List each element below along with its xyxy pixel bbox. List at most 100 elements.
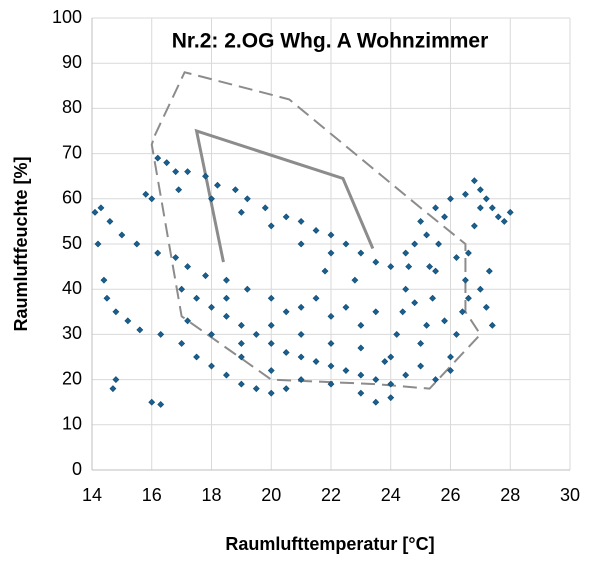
data-point bbox=[172, 254, 180, 261]
data-point bbox=[426, 263, 434, 271]
data-point bbox=[447, 195, 454, 203]
data-point bbox=[405, 263, 413, 271]
data-point bbox=[106, 217, 114, 225]
data-point bbox=[372, 398, 380, 406]
data-point bbox=[184, 317, 192, 325]
data-point bbox=[154, 249, 162, 257]
data-point bbox=[485, 267, 493, 275]
data-point bbox=[231, 186, 239, 194]
y-tick-label: 100 bbox=[52, 7, 82, 27]
data-point bbox=[387, 263, 395, 271]
data-point bbox=[136, 326, 144, 334]
x-tick-label: 14 bbox=[82, 485, 102, 505]
data-point bbox=[237, 380, 245, 388]
y-tick-label: 20 bbox=[62, 368, 82, 388]
data-point bbox=[459, 308, 466, 316]
data-point bbox=[202, 272, 209, 280]
x-tick-label: 28 bbox=[500, 485, 520, 505]
data-point bbox=[148, 195, 156, 203]
x-tick-label: 30 bbox=[560, 485, 580, 505]
data-point bbox=[432, 267, 439, 275]
data-point bbox=[465, 294, 472, 302]
data-point bbox=[447, 367, 454, 374]
y-tick-label: 50 bbox=[62, 233, 82, 253]
data-point bbox=[327, 249, 335, 257]
data-point bbox=[267, 222, 275, 230]
data-point bbox=[488, 321, 496, 329]
data-point bbox=[357, 249, 365, 257]
data-point bbox=[470, 177, 478, 185]
data-point bbox=[252, 385, 260, 393]
data-point bbox=[417, 340, 425, 347]
data-point bbox=[411, 240, 419, 248]
data-point bbox=[402, 371, 410, 379]
data-point bbox=[237, 340, 245, 347]
data-point bbox=[327, 312, 335, 320]
data-point bbox=[193, 353, 200, 361]
data-point bbox=[342, 367, 350, 374]
data-point bbox=[124, 317, 132, 325]
data-point bbox=[243, 285, 251, 293]
chart-title: Nr.2: 2.OG Whg. A Wohnzimmer bbox=[172, 30, 489, 53]
data-point bbox=[100, 276, 108, 284]
data-point bbox=[223, 312, 230, 320]
data-point bbox=[453, 254, 460, 261]
x-tick-label: 26 bbox=[440, 485, 460, 505]
data-point bbox=[243, 195, 251, 203]
x-tick-label: 22 bbox=[321, 485, 341, 505]
data-point bbox=[282, 213, 290, 221]
data-point bbox=[417, 217, 425, 225]
data-point bbox=[372, 308, 380, 316]
data-point bbox=[312, 227, 320, 234]
comfort-line bbox=[150, 71, 482, 390]
data-point bbox=[223, 371, 230, 379]
data-point bbox=[387, 394, 395, 402]
data-point bbox=[447, 353, 454, 361]
data-point bbox=[381, 358, 389, 365]
data-point bbox=[351, 276, 359, 284]
data-point bbox=[157, 330, 165, 338]
data-point bbox=[208, 330, 215, 338]
data-point bbox=[118, 231, 126, 239]
data-point bbox=[184, 168, 192, 176]
data-point bbox=[91, 208, 99, 216]
data-point bbox=[312, 294, 320, 302]
data-point bbox=[387, 380, 395, 388]
data-point bbox=[297, 217, 305, 225]
data-point bbox=[282, 385, 290, 393]
y-tick-label: 90 bbox=[62, 52, 82, 72]
data-point bbox=[342, 240, 350, 248]
y-tick-label: 10 bbox=[62, 414, 82, 434]
data-point bbox=[297, 240, 305, 248]
data-point bbox=[357, 321, 365, 329]
data-point bbox=[432, 376, 439, 384]
y-axis-label: Raumluftfeuchte [%] bbox=[11, 157, 31, 332]
data-point bbox=[476, 186, 484, 194]
data-point bbox=[462, 190, 469, 198]
x-tick-label: 16 bbox=[142, 485, 162, 505]
data-point bbox=[423, 321, 431, 329]
data-point bbox=[402, 285, 410, 293]
data-point bbox=[441, 213, 448, 221]
data-point bbox=[399, 308, 407, 316]
y-tick-label: 40 bbox=[62, 278, 82, 298]
data-point bbox=[237, 353, 245, 361]
data-point bbox=[103, 294, 111, 302]
data-point bbox=[321, 267, 329, 275]
data-point bbox=[417, 362, 425, 370]
x-tick-label: 20 bbox=[261, 485, 281, 505]
data-point bbox=[357, 344, 365, 352]
data-point bbox=[223, 276, 230, 284]
data-point bbox=[97, 204, 105, 212]
data-point bbox=[482, 303, 490, 311]
y-tick-label: 0 bbox=[72, 459, 82, 479]
data-point bbox=[223, 294, 230, 302]
data-point bbox=[267, 367, 275, 374]
data-point bbox=[175, 186, 183, 194]
data-point bbox=[148, 398, 156, 406]
data-point bbox=[500, 217, 508, 225]
data-point bbox=[157, 401, 165, 408]
data-point bbox=[476, 204, 484, 212]
data-point bbox=[432, 204, 439, 212]
